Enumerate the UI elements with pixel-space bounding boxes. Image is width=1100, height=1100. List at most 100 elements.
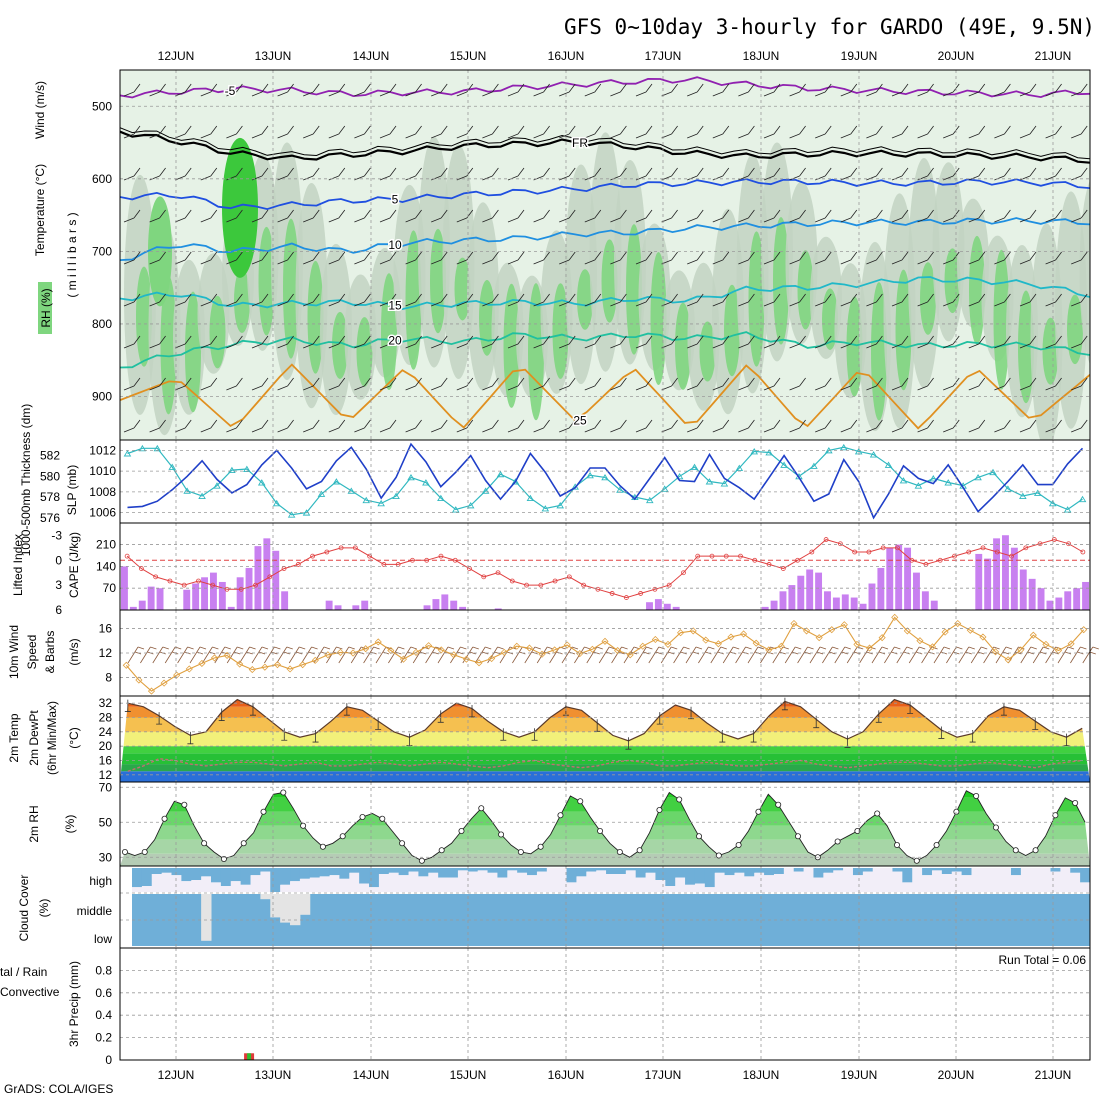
high-cloud-bar <box>467 868 479 872</box>
cape-bar <box>841 594 849 610</box>
temp-minmax-bar <box>1032 717 1039 730</box>
lifted-index-point <box>795 557 800 563</box>
wind-barb <box>968 419 986 433</box>
wind-speed-point <box>664 640 672 648</box>
high-cloud-bar <box>852 868 864 876</box>
isotherm-5 <box>120 178 1090 211</box>
wind-barb <box>738 83 755 97</box>
rh2m-point <box>834 838 841 845</box>
rh-contour-high <box>871 282 887 421</box>
cape-bar <box>245 567 253 610</box>
thickness-tick-label: 576 <box>40 511 60 525</box>
thickness-point <box>944 479 953 486</box>
slp-tick-label: 1010 <box>89 464 116 478</box>
x-tick-label-bottom: 17JUN <box>645 1068 682 1082</box>
wind-barb-10m <box>636 646 653 664</box>
high-cloud-bar <box>457 868 469 871</box>
temp-minmax-bar <box>500 728 507 741</box>
cape-bar <box>1046 600 1054 610</box>
thickness-point <box>228 466 236 474</box>
lifted-index-point <box>210 582 216 588</box>
wind-barb <box>891 335 909 349</box>
wind-barb <box>994 167 1011 181</box>
high-cloud-bar <box>655 868 666 880</box>
cape-bar <box>824 591 831 610</box>
cloud-unit-label: (%) <box>37 899 51 918</box>
wind-barb <box>149 209 166 223</box>
mid-cloud-gap <box>201 894 212 941</box>
wind-barb <box>200 251 218 265</box>
lifted-index-point <box>481 574 487 580</box>
wind-barb <box>738 251 755 265</box>
cape-bar <box>254 546 262 610</box>
wind-barb <box>328 335 346 349</box>
cape-bar <box>788 585 796 610</box>
wind-barb <box>226 83 243 97</box>
thickness-point <box>496 470 505 478</box>
lifted-index-point <box>295 562 301 567</box>
wind-barb <box>379 83 397 97</box>
wind-speed-point <box>601 637 609 645</box>
wind-barb <box>559 377 576 391</box>
wind-tick-label: 8 <box>105 671 112 685</box>
wind-speed-point <box>815 634 823 642</box>
temp-minmax-bar <box>844 735 851 748</box>
high-cloud-gap <box>586 871 597 892</box>
thickness-point <box>287 511 296 518</box>
rh-contour-high <box>993 249 1010 390</box>
cape-bar <box>494 608 502 610</box>
high-cloud-gap <box>645 872 656 892</box>
wind-barb <box>610 377 627 391</box>
rh-contour-high <box>332 312 348 379</box>
cape-bar <box>281 591 289 610</box>
wind-barb <box>175 293 192 307</box>
thickness-point <box>317 490 326 497</box>
wind-barb <box>328 83 346 97</box>
wind-speed-point <box>173 671 181 679</box>
wind-speed-line <box>125 616 1085 692</box>
wind-barb <box>610 335 627 349</box>
cape-bar <box>654 599 662 610</box>
thickness-point <box>780 461 788 468</box>
thickness-point <box>720 480 729 487</box>
cape-bar <box>352 605 360 610</box>
wind-barb <box>687 125 704 139</box>
high-cloud-bar <box>339 868 350 879</box>
wind-speed-point <box>790 619 798 628</box>
wind-barb-10m <box>251 646 269 664</box>
lifted-index-point <box>1009 553 1014 559</box>
wind-barb <box>917 167 934 181</box>
wind-speed-point <box>349 649 357 657</box>
wind-barb-10m <box>834 646 851 664</box>
wind-barb <box>763 125 781 139</box>
cape-bar <box>236 577 244 610</box>
wind-barb <box>379 419 397 433</box>
wind-barb <box>1019 251 1037 265</box>
rh2m-point <box>121 849 128 856</box>
high-cloud-bar <box>418 868 429 877</box>
thickness-point <box>123 450 132 457</box>
lifted-index-point <box>410 557 415 563</box>
cape-bar <box>913 572 920 610</box>
wind-barb <box>789 83 806 97</box>
wind-barb <box>635 209 653 223</box>
isotherm-25 <box>120 363 1090 430</box>
thickness-point <box>362 496 371 504</box>
high-cloud-gap <box>1060 868 1071 892</box>
wind-barb <box>175 251 192 265</box>
slp-tick-label: 1012 <box>89 443 116 457</box>
temp-minmax-bar <box>469 704 476 718</box>
wind-barb <box>507 83 525 97</box>
isotherm-label: -5 <box>225 84 236 98</box>
wind-barb <box>738 125 755 139</box>
thickness-point <box>138 444 147 452</box>
high-cloud-bar <box>319 868 331 877</box>
thickness-point <box>914 482 923 489</box>
high-cloud-gap <box>319 876 331 892</box>
high-cloud-bar <box>902 868 913 883</box>
wind-barb <box>431 167 448 181</box>
wind-barb <box>533 209 550 223</box>
wind-barb <box>379 377 397 391</box>
wind-barb <box>866 125 883 139</box>
high-cloud-gap <box>714 872 726 892</box>
